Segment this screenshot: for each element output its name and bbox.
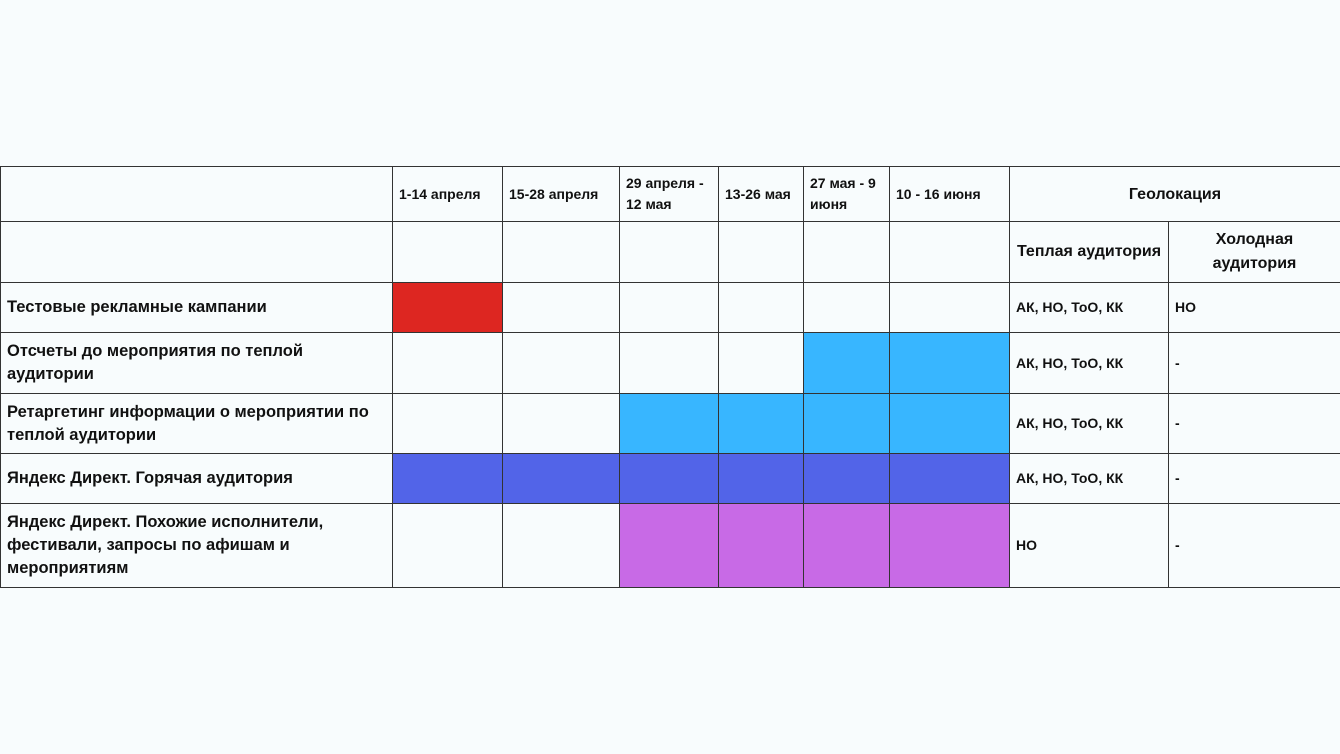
period-header: 10 - 16 июня bbox=[889, 166, 1010, 222]
gantt-bar-cell bbox=[889, 503, 1010, 588]
empty-cell bbox=[502, 332, 620, 394]
empty-cell bbox=[889, 282, 1010, 333]
gantt-bar-cell bbox=[619, 393, 719, 454]
empty-cell bbox=[392, 221, 503, 283]
campaign-row: Яндекс Директ. Горячая аудитория АК, НО, … bbox=[0, 453, 1340, 504]
campaign-label: Отсчеты до мероприятия по теплой аудитор… bbox=[0, 332, 393, 394]
gantt-bar-cell bbox=[803, 503, 890, 588]
gantt-bar-cell bbox=[619, 503, 719, 588]
campaign-label: Тестовые рекламные кампании bbox=[0, 282, 393, 333]
gantt-bar-cell bbox=[392, 453, 503, 504]
empty-cell bbox=[803, 221, 890, 283]
period-header: 13-26 мая bbox=[718, 166, 804, 222]
gantt-bar-cell bbox=[718, 503, 804, 588]
empty-cell bbox=[803, 282, 890, 333]
empty-cell bbox=[718, 332, 804, 394]
cold-audience-header: Холодная аудитория bbox=[1167, 221, 1340, 283]
empty-cell bbox=[392, 503, 503, 588]
period-header: 1-14 апреля bbox=[392, 166, 503, 222]
empty-cell bbox=[502, 503, 620, 588]
warm-audience-value: НО bbox=[1009, 503, 1169, 588]
cold-audience-value: - bbox=[1167, 393, 1340, 454]
gantt-bar-cell bbox=[718, 453, 804, 504]
subheader-row: Теплая аудитория Холодная аудитория bbox=[0, 221, 1340, 283]
empty-cell bbox=[889, 221, 1010, 283]
period-header: 27 мая - 9 июня bbox=[803, 166, 890, 222]
gantt-bar-cell bbox=[889, 332, 1010, 394]
empty-cell bbox=[619, 221, 719, 283]
header-row: 1-14 апреля 15-28 апреля 29 апреля - 12 … bbox=[0, 166, 1340, 222]
empty-cell bbox=[0, 221, 393, 283]
period-header: 15-28 апреля bbox=[502, 166, 620, 222]
campaign-row: Отсчеты до мероприятия по теплой аудитор… bbox=[0, 332, 1340, 394]
empty-cell bbox=[392, 332, 503, 394]
period-header: 29 апреля - 12 мая bbox=[619, 166, 719, 222]
campaign-label: Яндекс Директ. Горячая аудитория bbox=[0, 453, 393, 504]
geolocation-header: Геолокация bbox=[1008, 166, 1340, 222]
warm-audience-value: АК, НО, ТоО, КК bbox=[1009, 282, 1169, 333]
gantt-bar-cell bbox=[889, 393, 1010, 454]
campaign-label: Яндекс Директ. Похожие исполнители, фест… bbox=[0, 503, 393, 588]
gantt-bar-cell bbox=[803, 332, 890, 394]
gantt-bar-cell bbox=[718, 393, 804, 454]
gantt-bar-cell bbox=[889, 453, 1010, 504]
cold-audience-value: - bbox=[1167, 453, 1340, 504]
empty-cell bbox=[718, 221, 804, 283]
gantt-bar-cell bbox=[502, 453, 620, 504]
empty-cell bbox=[502, 282, 620, 333]
gantt-bar-cell bbox=[392, 282, 503, 333]
campaign-row: Яндекс Директ. Похожие исполнители, фест… bbox=[0, 503, 1340, 588]
gantt-bar-cell bbox=[803, 453, 890, 504]
empty-cell bbox=[718, 282, 804, 333]
warm-audience-value: АК, НО, ТоО, КК bbox=[1009, 453, 1169, 504]
corner-cell bbox=[0, 166, 393, 222]
campaign-label: Ретаргетинг информации о мероприятии по … bbox=[0, 393, 393, 454]
cold-audience-value: - bbox=[1167, 503, 1340, 588]
campaign-row: Ретаргетинг информации о мероприятии по … bbox=[0, 393, 1340, 454]
empty-cell bbox=[502, 221, 620, 283]
cold-audience-value: НО bbox=[1167, 282, 1340, 333]
warm-audience-value: АК, НО, ТоО, КК bbox=[1009, 393, 1169, 454]
empty-cell bbox=[619, 332, 719, 394]
gantt-bar-cell bbox=[803, 393, 890, 454]
gantt-bar-cell bbox=[619, 453, 719, 504]
warm-audience-header: Теплая аудитория bbox=[1009, 221, 1169, 283]
cold-audience-value: - bbox=[1167, 332, 1340, 394]
empty-cell bbox=[619, 282, 719, 333]
schedule-table: 1-14 апреля 15-28 апреля 29 апреля - 12 … bbox=[0, 166, 1340, 588]
campaign-row: Тестовые рекламные кампании АК, НО, ТоО, … bbox=[0, 282, 1340, 333]
empty-cell bbox=[502, 393, 620, 454]
empty-cell bbox=[392, 393, 503, 454]
warm-audience-value: АК, НО, ТоО, КК bbox=[1009, 332, 1169, 394]
